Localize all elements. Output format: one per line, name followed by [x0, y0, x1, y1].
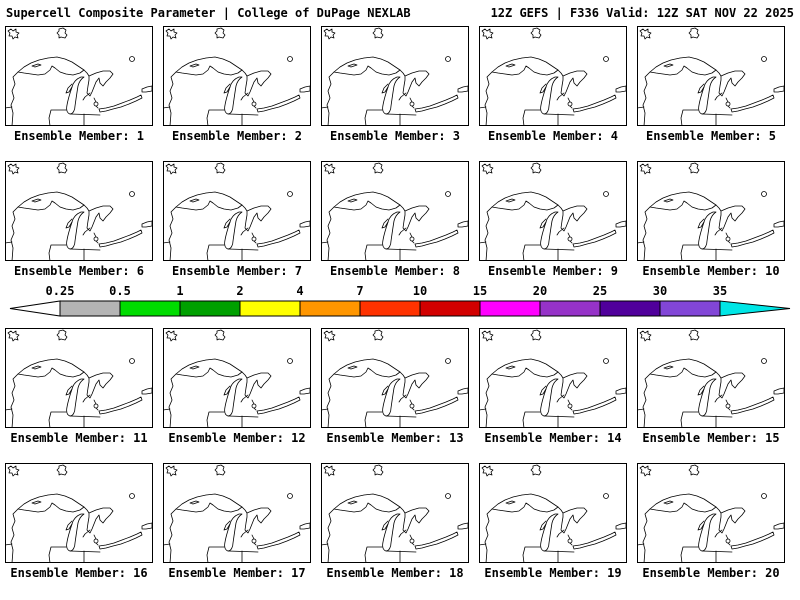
ensemble-member-label: Ensemble Member: 18 — [326, 566, 464, 580]
ensemble-member-label: Ensemble Member: 7 — [171, 264, 303, 278]
ensemble-panel: Ensemble Member: 18 — [321, 463, 469, 580]
ensemble-panel: Ensemble Member: 20 — [637, 463, 785, 580]
great-lakes-map — [479, 463, 627, 563]
colorbar-segment — [179, 300, 241, 317]
colorbar-tick-label: 25 — [593, 284, 607, 298]
colorbar-tick-label: 1 — [176, 284, 183, 298]
header-bar: Supercell Composite Parameter | College … — [0, 0, 800, 22]
ensemble-member-label: Ensemble Member: 11 — [10, 431, 148, 445]
ensemble-panel: Ensemble Member: 16 — [5, 463, 153, 580]
ensemble-panel: Ensemble Member: 14 — [479, 328, 627, 445]
great-lakes-map — [321, 463, 469, 563]
product-title: Supercell Composite Parameter | College … — [6, 6, 411, 20]
colorbar-segment — [419, 300, 481, 317]
ensemble-panel: Ensemble Member: 1 — [5, 26, 153, 143]
colorbar-tick-label: 30 — [653, 284, 667, 298]
colorbar-segment — [59, 300, 121, 317]
colorbar-tick-label: 7 — [356, 284, 363, 298]
ensemble-member-label: Ensemble Member: 9 — [487, 264, 619, 278]
ensemble-member-label: Ensemble Member: 2 — [171, 129, 303, 143]
model-run-valid-time: 12Z GEFS | F336 Valid: 12Z SAT NOV 22 20… — [490, 6, 794, 20]
ensemble-panel: Ensemble Member: 6 — [5, 161, 153, 278]
ensemble-panel: Ensemble Member: 19 — [479, 463, 627, 580]
great-lakes-map — [321, 161, 469, 261]
panel-grid-top: Ensemble Member: 1 Ensemble Member: 2 En… — [0, 22, 800, 278]
colorbar-tick-label: 20 — [533, 284, 547, 298]
ensemble-member-label: Ensemble Member: 1 — [13, 129, 145, 143]
great-lakes-map — [163, 161, 311, 261]
colorbar-segment — [239, 300, 301, 317]
great-lakes-map — [479, 328, 627, 428]
ensemble-member-label: Ensemble Member: 19 — [484, 566, 622, 580]
colorbar-segment — [599, 300, 661, 317]
colorbar-scale: 0.25 0.5 1 2 4 7 10 15 20 25 30 35 — [9, 284, 791, 317]
ensemble-member-label: Ensemble Member: 14 — [484, 431, 622, 445]
ensemble-panel: Ensemble Member: 8 — [321, 161, 469, 278]
great-lakes-map — [163, 328, 311, 428]
colorbar: 0.25 0.5 1 2 4 7 10 15 20 25 30 35 — [0, 278, 800, 324]
colorbar-tick-label: 4 — [296, 284, 303, 298]
ensemble-member-label: Ensemble Member: 10 — [642, 264, 780, 278]
great-lakes-map — [5, 26, 153, 126]
ensemble-member-label: Ensemble Member: 12 — [168, 431, 306, 445]
colorbar-tick-label: 2 — [236, 284, 243, 298]
great-lakes-map — [637, 328, 785, 428]
ensemble-panel: Ensemble Member: 12 — [163, 328, 311, 445]
ensemble-panel: Ensemble Member: 9 — [479, 161, 627, 278]
panel-grid-bottom: Ensemble Member: 11 Ensemble Member: 12 … — [0, 324, 800, 580]
great-lakes-map — [479, 26, 627, 126]
ensemble-member-label: Ensemble Member: 3 — [329, 129, 461, 143]
colorbar-left-arrow — [9, 300, 61, 317]
ensemble-panel: Ensemble Member: 3 — [321, 26, 469, 143]
ensemble-member-label: Ensemble Member: 6 — [13, 264, 145, 278]
ensemble-member-label: Ensemble Member: 16 — [10, 566, 148, 580]
ensemble-member-label: Ensemble Member: 20 — [642, 566, 780, 580]
great-lakes-map — [163, 26, 311, 126]
ensemble-panel: Ensemble Member: 15 — [637, 328, 785, 445]
ensemble-panel: Ensemble Member: 11 — [5, 328, 153, 445]
ensemble-forecast-page: Supercell Composite Parameter | College … — [0, 0, 800, 580]
colorbar-segment — [539, 300, 601, 317]
colorbar-tick-label: 35 — [713, 284, 727, 298]
colorbar-segment — [479, 300, 541, 317]
colorbar-segment — [119, 300, 181, 317]
colorbar-segment — [359, 300, 421, 317]
ensemble-member-label: Ensemble Member: 15 — [642, 431, 780, 445]
ensemble-member-label: Ensemble Member: 17 — [168, 566, 306, 580]
ensemble-panel: Ensemble Member: 5 — [637, 26, 785, 143]
great-lakes-map — [637, 161, 785, 261]
ensemble-member-label: Ensemble Member: 5 — [645, 129, 777, 143]
ensemble-member-label: Ensemble Member: 13 — [326, 431, 464, 445]
great-lakes-map — [637, 463, 785, 563]
colorbar-tick-label: 15 — [473, 284, 487, 298]
great-lakes-map — [479, 161, 627, 261]
colorbar-segment — [299, 300, 361, 317]
ensemble-panel: Ensemble Member: 10 — [637, 161, 785, 278]
colorbar-tick-label: 0.25 — [46, 284, 75, 298]
colorbar-segment — [659, 300, 721, 317]
ensemble-member-label: Ensemble Member: 4 — [487, 129, 619, 143]
great-lakes-map — [321, 26, 469, 126]
ensemble-panel: Ensemble Member: 2 — [163, 26, 311, 143]
great-lakes-map — [5, 328, 153, 428]
ensemble-panel: Ensemble Member: 13 — [321, 328, 469, 445]
colorbar-tick-label: 0.5 — [109, 284, 131, 298]
ensemble-panel: Ensemble Member: 4 — [479, 26, 627, 143]
ensemble-member-label: Ensemble Member: 8 — [329, 264, 461, 278]
great-lakes-map — [5, 463, 153, 563]
colorbar-right-arrow — [719, 300, 791, 317]
great-lakes-map — [5, 161, 153, 261]
great-lakes-map — [321, 328, 469, 428]
ensemble-panel: Ensemble Member: 17 — [163, 463, 311, 580]
colorbar-tick-label: 10 — [413, 284, 427, 298]
great-lakes-map — [163, 463, 311, 563]
great-lakes-map — [637, 26, 785, 126]
ensemble-panel: Ensemble Member: 7 — [163, 161, 311, 278]
